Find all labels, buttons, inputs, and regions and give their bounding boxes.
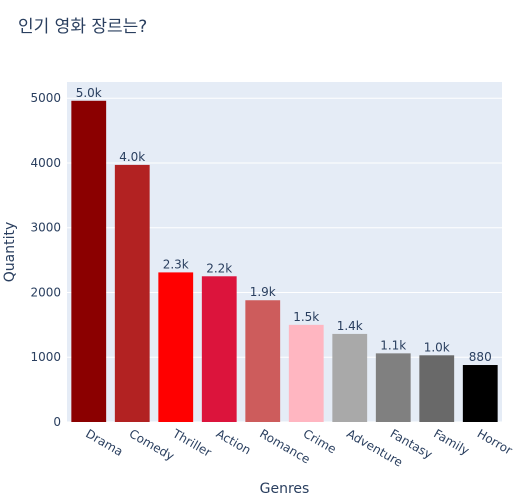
bar-romance [245,300,281,422]
x-tick-label: Horror [475,426,515,457]
bar-action [201,276,237,422]
bar-drama [71,100,107,423]
chart-title: 인기 영화 장르는? [18,17,148,37]
bar-value-label: 1.0k [424,340,450,354]
bar-value-label: 880 [469,350,492,364]
bar-value-label: 1.1k [380,338,406,352]
bar-value-label: 1.5k [293,310,319,324]
bar-value-label: 5.0k [76,86,102,100]
bar-value-label: 4.0k [119,150,145,164]
y-tick-label: 0 [53,415,61,429]
y-tick-label: 4000 [30,156,61,170]
x-tick-label: Drama [83,426,125,458]
bar-value-label: 2.3k [163,257,189,271]
bar-thriller [158,272,194,422]
y-tick-label: 3000 [30,221,61,235]
x-axis-title: Genres [260,481,310,497]
y-tick-label: 5000 [30,91,61,105]
bars: 5.0k 4.0k 2.3k 2.2k 1.9k 1.5k 1.4k 1.1k 1.0k 880 [71,86,498,423]
x-tick-label: Comedy [127,426,177,463]
y-axis-title: Quantity [2,222,18,283]
bar-fantasy [375,353,411,422]
bar-value-label: 1.9k [250,285,276,299]
bar-horror [462,365,498,422]
bar-family [419,355,455,422]
x-tick-label: Family [431,426,471,457]
x-tick-label: Action [214,426,254,457]
y-tick-label: 1000 [30,350,61,364]
bar-comedy [114,164,150,422]
bar-crime [288,324,324,422]
bar-value-label: 2.2k [206,261,232,275]
y-axis-ticks: 0 1000 2000 3000 4000 5000 [30,91,61,429]
bar-value-label: 1.4k [337,319,363,333]
y-tick-label: 2000 [30,285,61,299]
x-tick-label: Thriller [169,426,213,460]
bar-adventure [332,333,368,422]
